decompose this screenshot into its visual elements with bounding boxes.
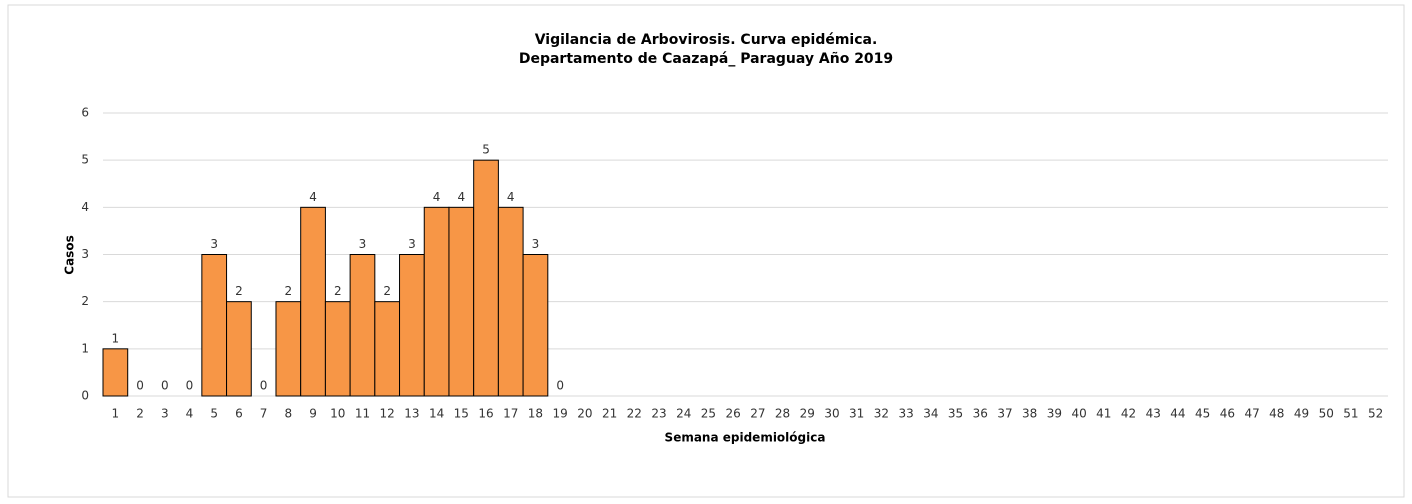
x-tick-label: 18 — [528, 407, 543, 421]
data-label: 1 — [112, 331, 120, 345]
x-tick-label: 22 — [627, 407, 642, 421]
x-tick-label: 2 — [136, 407, 144, 421]
bar — [275, 301, 302, 397]
data-label: 3 — [359, 237, 367, 251]
x-tick-label: 1 — [112, 407, 120, 421]
y-tick-label: 4 — [81, 200, 89, 214]
bar — [349, 254, 376, 397]
bar — [201, 254, 228, 397]
x-tick-label: 45 — [1195, 407, 1210, 421]
x-tick-label: 24 — [676, 407, 691, 421]
x-tick-label: 26 — [726, 407, 741, 421]
x-tick-label: 38 — [1022, 407, 1037, 421]
x-tick-label: 11 — [355, 407, 370, 421]
y-tick-label: 1 — [81, 341, 89, 355]
bar — [448, 206, 475, 397]
bar — [102, 348, 129, 397]
x-tick-label: 17 — [503, 407, 518, 421]
y-axis-title: Casos — [63, 235, 77, 274]
bar — [226, 301, 252, 397]
x-tick-label: 10 — [330, 407, 345, 421]
bar — [473, 159, 499, 397]
x-tick-label: 30 — [824, 407, 839, 421]
x-tick-label: 13 — [404, 407, 419, 421]
x-tick-label: 49 — [1294, 407, 1309, 421]
x-tick-label: 29 — [800, 407, 815, 421]
bar — [423, 206, 450, 397]
x-tick-label: 9 — [309, 407, 317, 421]
x-tick-label: 39 — [1047, 407, 1062, 421]
x-tick-label: 41 — [1096, 407, 1111, 421]
data-label: 0 — [556, 379, 564, 393]
data-label: 2 — [383, 284, 391, 298]
data-label: 0 — [186, 379, 194, 393]
data-label: 3 — [210, 237, 218, 251]
x-tick-label: 50 — [1319, 407, 1334, 421]
bar — [300, 206, 326, 397]
data-label: 2 — [235, 284, 243, 298]
x-tick-label: 40 — [1071, 407, 1086, 421]
data-label: 0 — [136, 379, 144, 393]
data-label: 4 — [457, 190, 465, 204]
x-tick-label: 36 — [973, 407, 988, 421]
x-tick-label: 8 — [285, 407, 293, 421]
x-tick-label: 43 — [1146, 407, 1161, 421]
data-label: 4 — [309, 190, 317, 204]
x-tick-label: 31 — [849, 407, 864, 421]
x-tick-label: 46 — [1220, 407, 1235, 421]
x-tick-label: 33 — [898, 407, 913, 421]
data-label: 3 — [408, 237, 416, 251]
x-tick-label: 15 — [454, 407, 469, 421]
x-tick-label: 34 — [923, 407, 938, 421]
x-tick-label: 25 — [701, 407, 716, 421]
x-tick-label: 47 — [1244, 407, 1259, 421]
x-axis-title: Semana epidemiológica — [665, 431, 826, 445]
x-tick-label: 14 — [429, 407, 444, 421]
y-tick-label: 6 — [81, 106, 89, 120]
x-tick-label: 6 — [235, 407, 243, 421]
x-tick-label: 4 — [186, 407, 194, 421]
data-label: 0 — [161, 379, 169, 393]
y-tick-label: 5 — [81, 153, 89, 167]
data-label: 0 — [260, 379, 268, 393]
chart-title: Vigilancia de Arbovirosis. Curva epidémi… — [535, 32, 878, 48]
x-tick-label: 44 — [1170, 407, 1185, 421]
x-tick-label: 51 — [1343, 407, 1358, 421]
bar — [497, 206, 524, 397]
y-tick-label: 0 — [81, 389, 89, 403]
x-tick-label: 7 — [260, 407, 268, 421]
x-tick-label: 3 — [161, 407, 169, 421]
bar — [522, 254, 549, 397]
x-tick-label: 52 — [1368, 407, 1383, 421]
data-label: 3 — [532, 237, 540, 251]
x-tick-label: 5 — [210, 407, 218, 421]
y-tick-label: 3 — [81, 247, 89, 261]
x-tick-label: 16 — [478, 407, 493, 421]
x-tick-label: 32 — [874, 407, 889, 421]
data-label: 4 — [433, 190, 441, 204]
x-tick-label: 23 — [651, 407, 666, 421]
chart-frame — [7, 4, 1405, 498]
y-tick-label: 2 — [81, 294, 89, 308]
x-tick-label: 48 — [1269, 407, 1284, 421]
data-label: 2 — [334, 284, 342, 298]
x-tick-label: 27 — [750, 407, 765, 421]
x-tick-label: 20 — [577, 407, 592, 421]
data-label: 5 — [482, 143, 490, 157]
bar — [324, 301, 351, 397]
x-tick-label: 42 — [1121, 407, 1136, 421]
x-tick-label: 21 — [602, 407, 617, 421]
x-tick-label: 12 — [380, 407, 395, 421]
data-label: 2 — [285, 284, 293, 298]
bar — [374, 301, 401, 397]
bar — [399, 254, 425, 397]
x-tick-label: 37 — [997, 407, 1012, 421]
x-tick-label: 35 — [948, 407, 963, 421]
chart-subtitle: Departamento de Caazapá_ Paraguay Año 20… — [519, 51, 893, 67]
x-tick-label: 28 — [775, 407, 790, 421]
data-label: 4 — [507, 190, 515, 204]
x-tick-label: 19 — [553, 407, 568, 421]
